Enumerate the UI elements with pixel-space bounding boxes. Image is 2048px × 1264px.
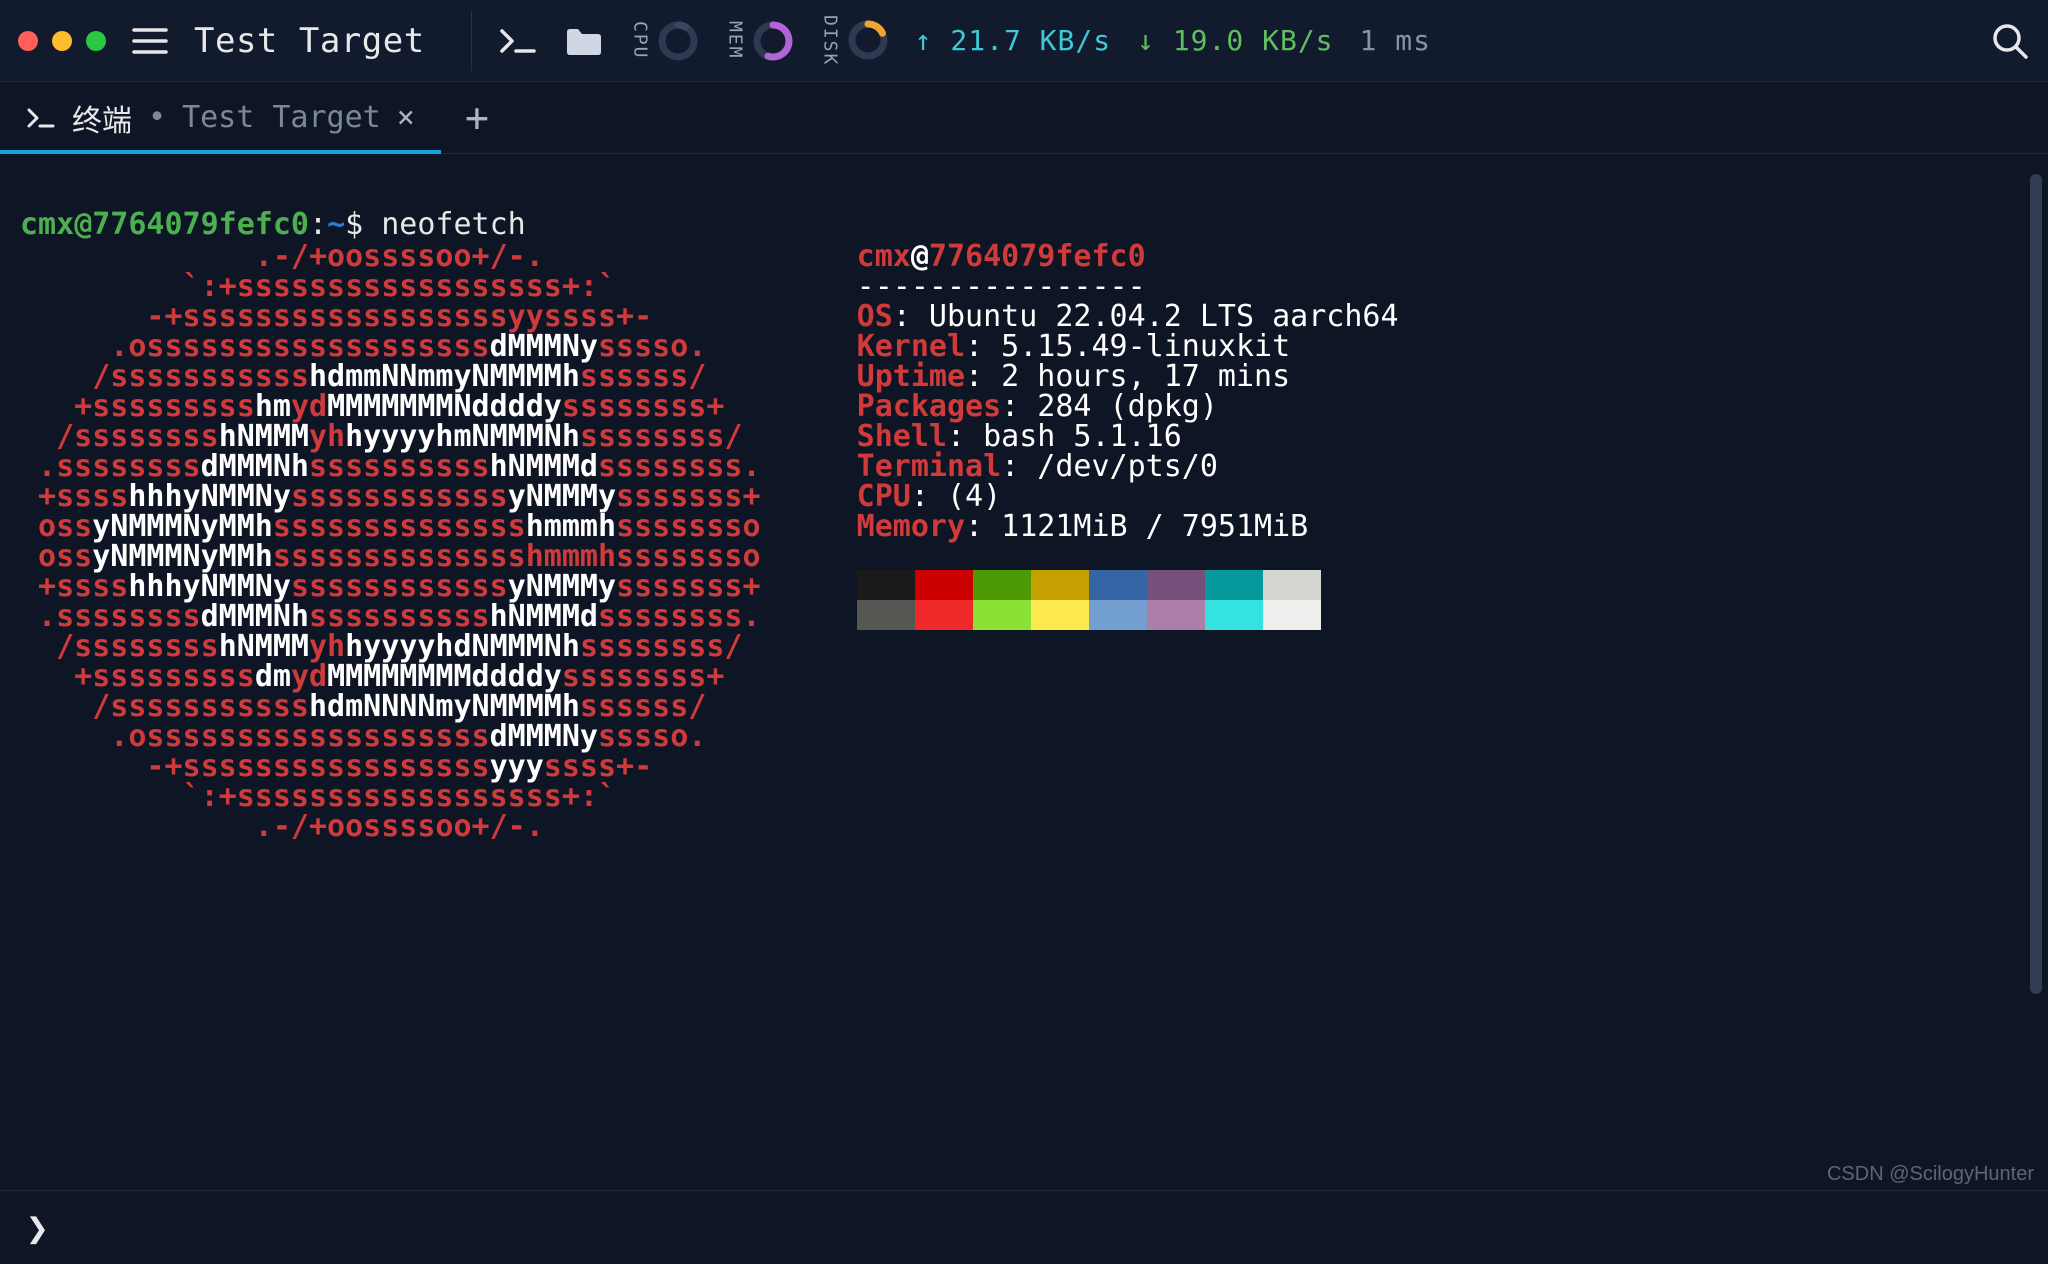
prompt-command: neofetch	[381, 207, 526, 242]
swatch	[1147, 570, 1205, 600]
chevron-right-icon: ❯	[26, 1206, 49, 1250]
prompt-user: cmx	[20, 207, 74, 242]
terminal-pane: cmx@7764079fefc0:~$ neofetch .-/+oosssso…	[0, 154, 2048, 1190]
traffic-lights	[18, 31, 106, 51]
new-tab-button[interactable]: +	[441, 82, 513, 153]
prompt-host: 7764079fefc0	[92, 207, 309, 242]
swatch	[857, 600, 915, 630]
terminal-output[interactable]: cmx@7764079fefc0:~$ neofetch .-/+oosssso…	[0, 154, 2048, 1190]
cpu-label: CPU	[630, 21, 651, 60]
swatch	[857, 570, 915, 600]
tab-close-icon[interactable]: ×	[397, 100, 415, 135]
swatch	[1205, 600, 1263, 630]
tab-subtitle: Test Target	[182, 100, 381, 135]
tab-label: 终端	[72, 96, 132, 140]
prompt-path: ~	[327, 207, 345, 242]
net-upload: ↑ 21.7 KB/s	[915, 24, 1111, 57]
swatch	[1089, 600, 1147, 630]
disk-ring-icon	[847, 19, 889, 61]
swatch	[973, 570, 1031, 600]
mem-ring-icon	[752, 20, 794, 62]
neofetch-output: .-/+oossssoo+/-. `:+ssssssssssssssssss+:…	[20, 242, 2028, 842]
scrollbar[interactable]	[2030, 174, 2042, 994]
swatch-row-normal	[857, 570, 1399, 600]
mem-metric: MEM	[725, 20, 794, 62]
watermark: CSDN @ScilogyHunter	[1827, 1163, 2034, 1186]
net-latency: 1 ms	[1360, 24, 1431, 57]
terminal-icon	[26, 106, 56, 130]
hamburger-menu-icon[interactable]	[132, 27, 168, 55]
info-row: Kernel: 5.15.49-linuxkit	[857, 332, 1399, 362]
info-value: : 1121MiB / 7951MiB	[965, 509, 1308, 544]
info-row: Memory: 1121MiB / 7951MiB	[857, 512, 1399, 542]
titlebar: Test Target CPU MEM DISK	[0, 0, 2048, 82]
info-value: : /dev/pts/0	[1001, 449, 1218, 484]
window-title: Test Target	[194, 21, 445, 61]
prompt-sigil: $	[345, 207, 363, 242]
swatch	[1263, 600, 1321, 630]
swatch	[1031, 600, 1089, 630]
swatch	[973, 600, 1031, 630]
cpu-metric: CPU	[630, 20, 699, 62]
tabbar: 终端 • Test Target × +	[0, 82, 2048, 154]
prompt-at: @	[74, 207, 92, 242]
swatch	[1263, 570, 1321, 600]
command-bar[interactable]: ❯	[0, 1190, 2048, 1264]
color-swatches	[857, 570, 1399, 630]
net-download: ↓ 19.0 KB/s	[1137, 24, 1333, 57]
swatch	[915, 570, 973, 600]
disk-label: DISK	[820, 15, 841, 66]
prompt-colon: :	[309, 207, 327, 242]
info-row: Terminal: /dev/pts/0	[857, 452, 1399, 482]
close-window-button[interactable]	[18, 31, 38, 51]
search-icon[interactable]	[1990, 21, 2030, 61]
tab-terminal[interactable]: 终端 • Test Target ×	[0, 82, 441, 153]
swatch	[1031, 570, 1089, 600]
cpu-ring-icon	[657, 20, 699, 62]
info-row: Packages: 284 (dpkg)	[857, 392, 1399, 422]
info-header: cmx@7764079fefc0	[857, 242, 1399, 272]
system-info: cmx@7764079fefc0----------------OS: Ubun…	[857, 242, 1399, 842]
tab-dirty-indicator: •	[148, 100, 166, 135]
prompt-line: cmx@7764079fefc0:~$ neofetch	[20, 207, 526, 242]
folder-icon[interactable]	[564, 25, 604, 57]
info-key: Memory	[857, 509, 965, 544]
swatch	[1147, 600, 1205, 630]
info-row: OS: Ubuntu 22.04.2 LTS aarch64	[857, 302, 1399, 332]
mem-label: MEM	[725, 21, 746, 60]
terminal-icon[interactable]	[498, 25, 538, 57]
zoom-window-button[interactable]	[86, 31, 106, 51]
swatch	[1205, 570, 1263, 600]
minimize-window-button[interactable]	[52, 31, 72, 51]
info-row: Uptime: 2 hours, 17 mins	[857, 362, 1399, 392]
info-row: CPU: (4)	[857, 482, 1399, 512]
disk-metric: DISK	[820, 15, 889, 66]
info-row: Shell: bash 5.1.16	[857, 422, 1399, 452]
info-separator: ----------------	[857, 272, 1399, 302]
titlebar-divider	[471, 11, 472, 71]
ascii-logo: .-/+oossssoo+/-. `:+ssssssssssssssssss+:…	[20, 242, 797, 842]
swatch	[1089, 570, 1147, 600]
swatch	[915, 600, 973, 630]
swatch-row-bright	[857, 600, 1399, 630]
